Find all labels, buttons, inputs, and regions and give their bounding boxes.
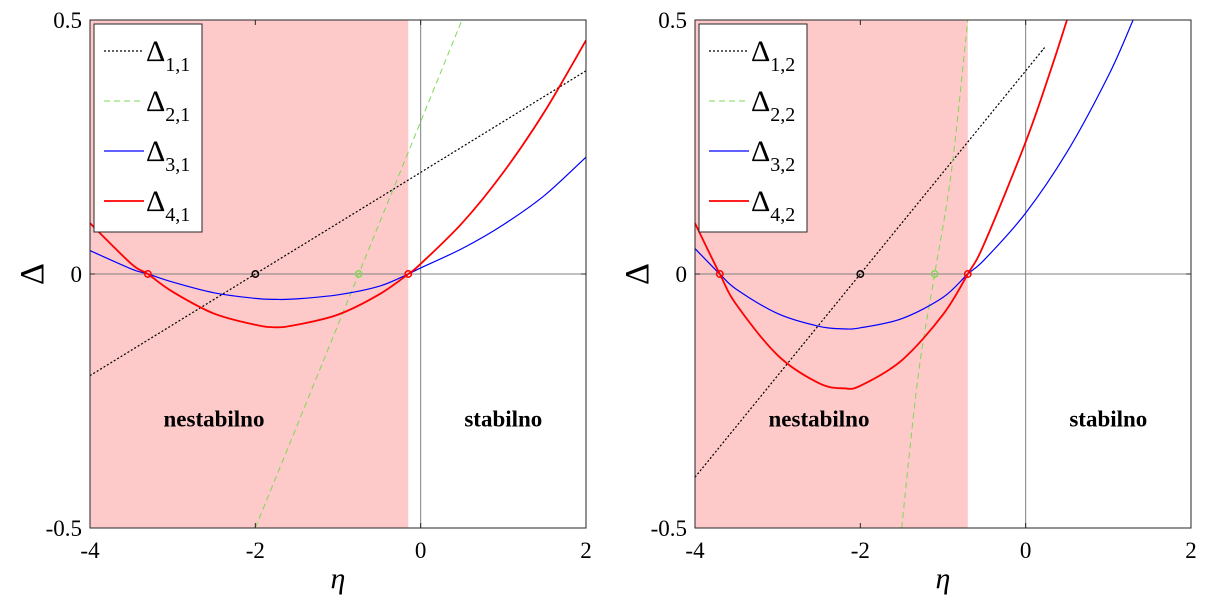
series-line-2 [901, 20, 969, 528]
x-tick-label: -2 [246, 538, 265, 563]
x-tick-label: -4 [685, 538, 705, 563]
series-line-1 [90, 70, 586, 377]
root-marker-3 [930, 270, 939, 278]
x-axis-label: η [936, 562, 951, 595]
legend: Δ1,2Δ2,2Δ3,2Δ4,2 [698, 23, 808, 233]
y-tick-label: 0.5 [658, 8, 687, 33]
left-chart-panel: nestabilno stabilno -4 -2 0 2 -0.5 0 0.5 η Δ Δ1,1Δ2… [14, 8, 592, 595]
unstable-label: nestabilno [164, 406, 265, 431]
series-line-2 [254, 20, 463, 528]
y-tick-label: -0.5 [46, 516, 82, 541]
series-line-3 [695, 20, 1134, 330]
y-tick-label: 0 [676, 262, 688, 287]
y-tick-label: -0.5 [651, 516, 687, 541]
series-line-4 [90, 39, 586, 329]
root-marker-1 [143, 270, 152, 278]
root-marker-3 [354, 270, 363, 278]
y-tick-label: 0.5 [53, 8, 82, 33]
series-line-4 [695, 20, 1068, 390]
x-tick-label: 0 [1020, 538, 1032, 563]
x-tick-label: -4 [80, 538, 100, 563]
root-marker-2 [251, 270, 260, 278]
stable-label: stabilno [1069, 406, 1147, 431]
y-axis-label: Δ [14, 263, 51, 285]
x-tick-label: -2 [851, 538, 870, 563]
series-line-1 [695, 47, 1045, 478]
x-axis-label: η [331, 562, 346, 595]
right-chart-panel: nestabilno stabilno -4 -2 0 2 -0.5 0 0.5 η Δ Δ1,2Δ2… [619, 8, 1197, 595]
x-tick-label: 2 [580, 538, 592, 563]
x-tick-label: 2 [1185, 538, 1197, 563]
root-marker-4 [963, 270, 972, 278]
root-marker-2 [856, 270, 865, 278]
root-marker-4 [404, 270, 413, 278]
series-line-3 [90, 156, 586, 301]
y-tick-label: 0 [71, 262, 83, 287]
legend: Δ1,1Δ2,1Δ3,1Δ4,1 [93, 23, 203, 233]
root-marker-1 [715, 270, 724, 278]
x-tick-label: 0 [415, 538, 427, 563]
stable-label: stabilno [464, 406, 542, 431]
y-axis-label: Δ [619, 263, 656, 285]
unstable-label: nestabilno [769, 406, 870, 431]
